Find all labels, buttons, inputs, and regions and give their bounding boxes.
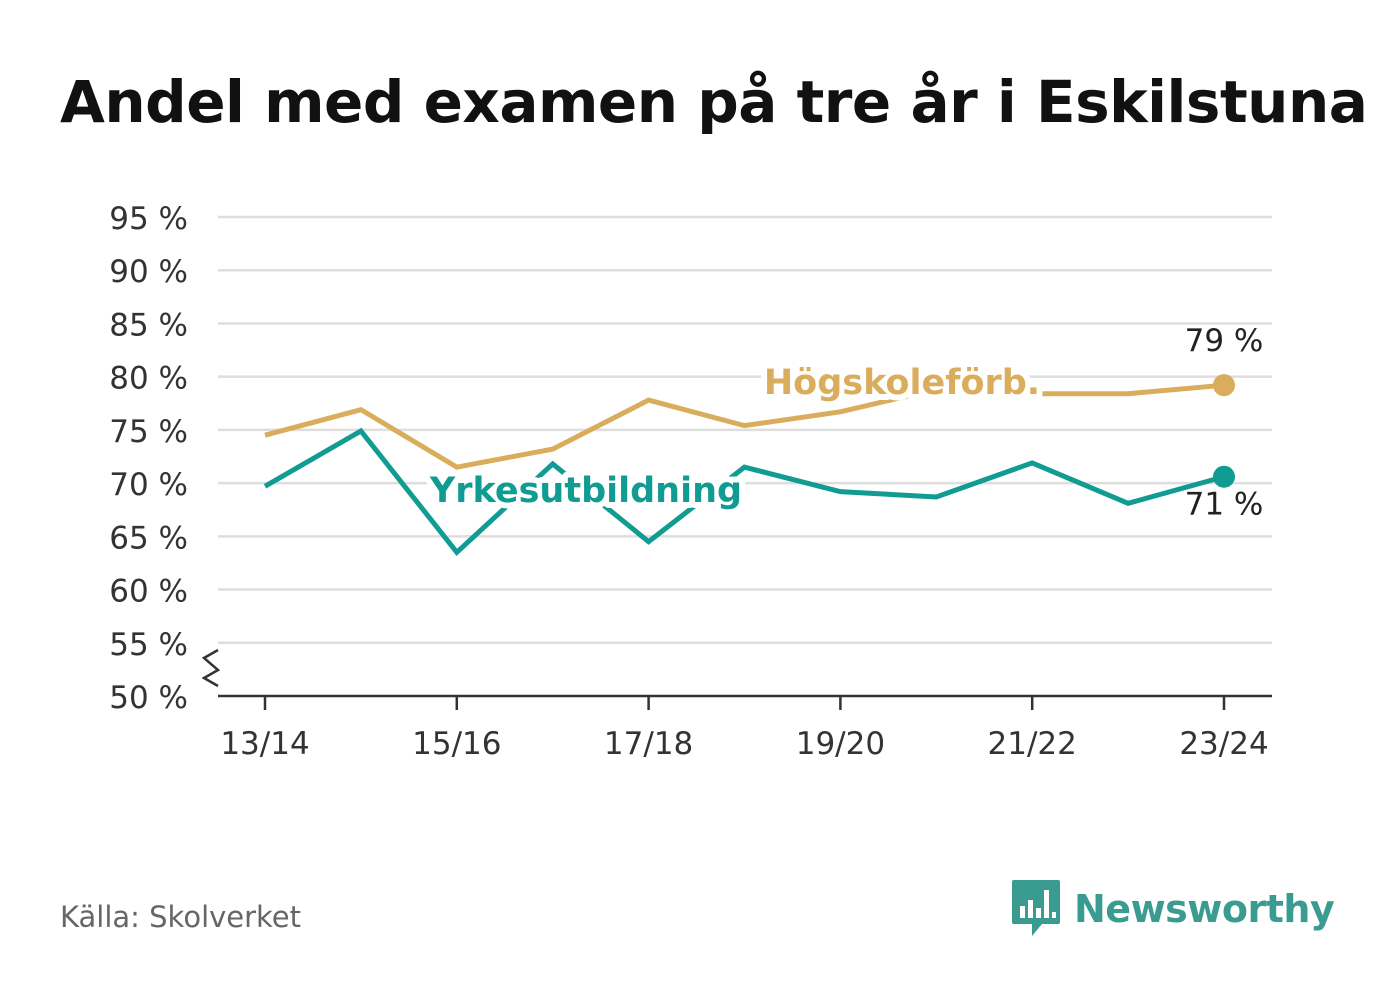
series-name-label: Högskoleförb. bbox=[764, 363, 1040, 403]
y-tick-label: 60 % bbox=[109, 574, 188, 610]
x-tick-label: 17/18 bbox=[604, 726, 693, 762]
y-tick-label: 95 % bbox=[109, 201, 188, 237]
y-tick-label: 90 % bbox=[109, 254, 188, 290]
series-line bbox=[264, 382, 1225, 470]
axis-break-mark bbox=[201, 648, 221, 688]
series-lines bbox=[263, 374, 1235, 556]
x-tick-label: 21/22 bbox=[988, 726, 1077, 762]
x-axis: 13/14 15/16 17/18 19/20 21/22 23/24 bbox=[201, 648, 1272, 762]
y-axis-tick-labels: 50 % 55 % 60 % 65 % 70 % 75 % 80 % 85 % 90 % 95 % bbox=[109, 201, 188, 716]
series-labels: 79 % Högskoleförb. 71 % Yrkesutbildning bbox=[423, 323, 1264, 523]
gridlines bbox=[218, 215, 1272, 645]
y-tick-label: 80 % bbox=[109, 361, 188, 397]
y-tick-label: 70 % bbox=[109, 467, 188, 503]
series-line bbox=[263, 427, 1225, 556]
y-tick-label: 65 % bbox=[109, 520, 188, 556]
source-note: Källa: Skolverket bbox=[60, 900, 302, 934]
y-tick-label: 55 % bbox=[109, 627, 188, 663]
series-end-marker bbox=[1213, 374, 1235, 397]
x-tick-label: 15/16 bbox=[412, 726, 501, 762]
bar-chart-speech-bubble-icon bbox=[1012, 880, 1060, 936]
x-tick-label: 23/24 bbox=[1179, 726, 1268, 762]
newsworthy-logo: Newsworthy bbox=[1010, 878, 1335, 940]
brand-name: Newsworthy bbox=[1074, 887, 1335, 931]
series-end-value-label: 71 % bbox=[1185, 487, 1264, 523]
chart-title: Andel med examen på tre år i Eskilstuna bbox=[60, 68, 1368, 136]
series-end-value-label: 79 % bbox=[1185, 323, 1264, 359]
x-tick-label: 19/20 bbox=[796, 726, 885, 762]
y-tick-label: 85 % bbox=[109, 307, 188, 343]
x-tick-label: 13/14 bbox=[220, 726, 309, 762]
y-tick-label: 75 % bbox=[109, 414, 188, 450]
y-tick-label: 50 % bbox=[109, 680, 188, 716]
series-end-marker bbox=[1213, 465, 1235, 488]
series-name-label: Yrkesutbildning bbox=[429, 471, 742, 511]
